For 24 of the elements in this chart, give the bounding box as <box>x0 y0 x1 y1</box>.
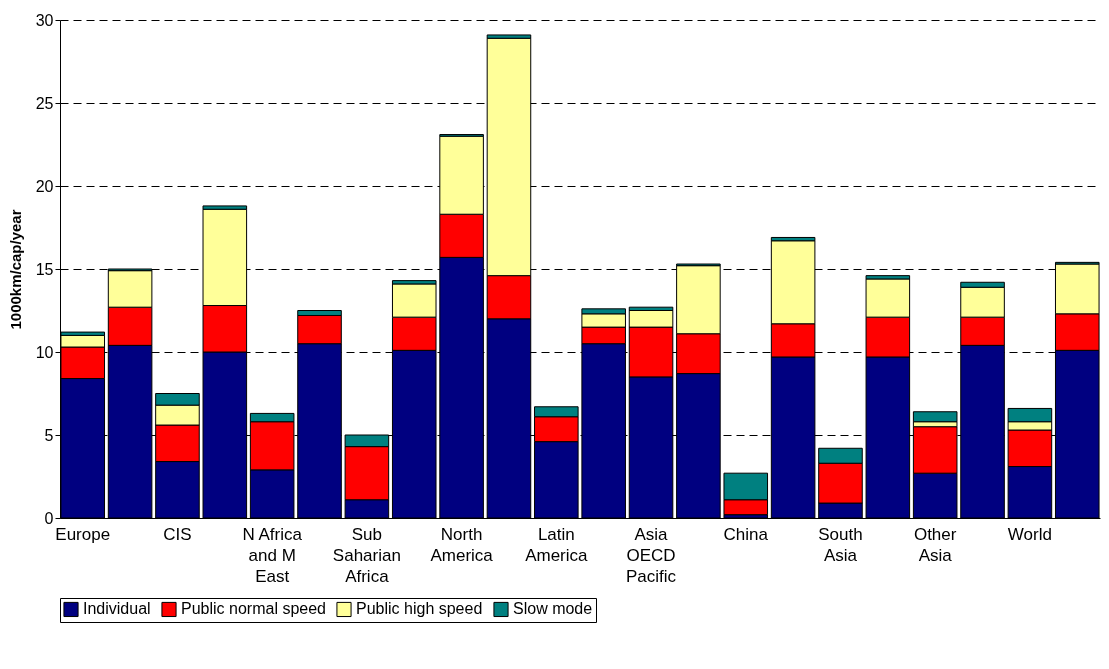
x-tick-label: World <box>1007 524 1052 544</box>
legend-label: Individual <box>83 600 151 618</box>
x-tick-label: Other Asia <box>913 524 957 565</box>
y-tick-label: 15 <box>35 260 54 278</box>
y-tick-label: 30 <box>35 11 54 29</box>
x-tick-label: CIS <box>163 524 192 544</box>
y-axis-title: 1000km/cap/year <box>6 209 24 330</box>
x-tick-label: South Asia <box>818 524 863 565</box>
x-tick-label: North America <box>430 524 494 565</box>
y-tick-label: 0 <box>44 509 54 527</box>
x-tick-label: Europe <box>55 524 111 544</box>
x-tick-label: Asia OECD Pacific <box>626 524 677 586</box>
y-tick-label: 25 <box>35 94 54 112</box>
y-tick-label: 10 <box>35 343 54 361</box>
legend-label: Slow mode <box>513 600 593 618</box>
x-tick-label: N Africa and M East <box>242 524 303 586</box>
x-tick-label: Latin America <box>525 524 589 565</box>
y-tick-label: 5 <box>44 426 54 444</box>
x-tick-label: Sub Saharian Africa <box>332 524 401 586</box>
legend-label: Public high speed <box>356 600 483 618</box>
legend-label: Public normal speed <box>181 600 326 618</box>
x-tick-label: China <box>723 524 769 544</box>
y-tick-label: 20 <box>35 177 54 195</box>
bar <box>912 411 958 423</box>
